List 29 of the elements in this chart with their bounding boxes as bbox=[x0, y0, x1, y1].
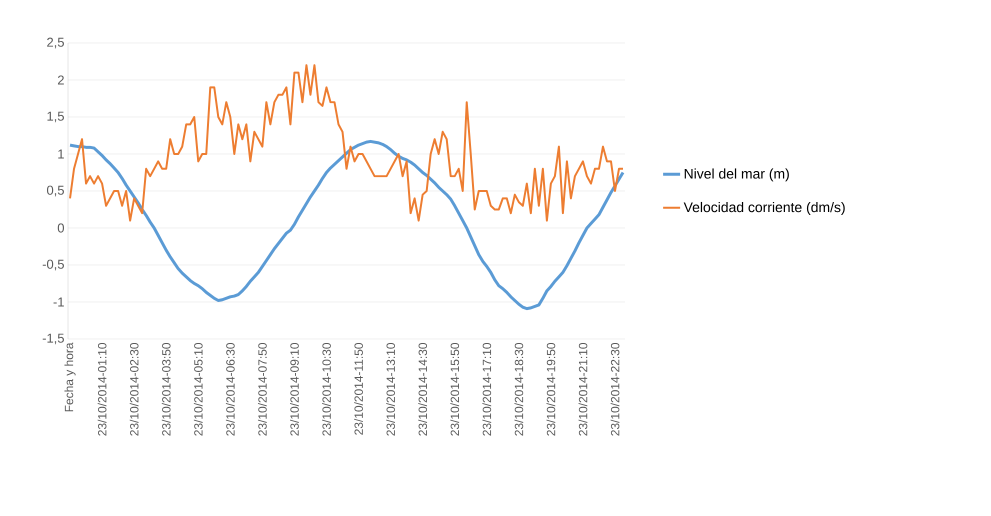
x-tick-label: 23/10/2014-09:10 bbox=[290, 342, 299, 436]
y-tick-label: 2 bbox=[58, 75, 64, 85]
y-tick-label: -0,5 bbox=[42, 260, 64, 270]
y-tick-label: 1,5 bbox=[47, 112, 64, 122]
x-tick-label: Fecha y hora bbox=[64, 342, 76, 412]
y-tick-label: 0 bbox=[58, 223, 64, 233]
legend-label: Velocidad corriente (dm/s) bbox=[684, 202, 845, 215]
x-tick-label: 23/10/2014-10:30 bbox=[322, 342, 331, 436]
x-tick-label: 23/10/2014-17:10 bbox=[482, 342, 492, 436]
y-tick-label: -1 bbox=[54, 298, 64, 306]
x-tick-label: 23/10/2014-19:50 bbox=[546, 342, 556, 436]
legend-label: Nivel del mar (m) bbox=[684, 168, 789, 182]
x-tick-label: 23/10/2014-01:10 bbox=[98, 342, 106, 436]
x-tick-label: 23/10/2014-13:10 bbox=[386, 342, 395, 436]
x-tick-label: 23/10/2014-15:50 bbox=[450, 342, 460, 436]
x-tick-label: 23/10/2014-22:30 bbox=[610, 342, 620, 436]
x-tick-label: 23/10/2014-07:50 bbox=[258, 342, 267, 436]
x-tick-label: 23/10/2014-06:30 bbox=[226, 342, 235, 436]
x-tick-label: 23/10/2014-11:50 bbox=[354, 342, 363, 435]
x-tick-label: 23/10/2014-18:30 bbox=[514, 342, 524, 436]
y-tick-label: 2,5 bbox=[47, 38, 64, 48]
x-tick-label: 23/10/2014-14:30 bbox=[418, 342, 428, 436]
y-tick-label: 1 bbox=[58, 150, 64, 158]
x-tick-label: 23/10/2014-03:50 bbox=[162, 342, 171, 436]
x-tick-label: 23/10/2014-21:10 bbox=[578, 342, 588, 436]
x-tick-label: 23/10/2014-02:30 bbox=[130, 342, 139, 436]
y-tick-label: -1,5 bbox=[42, 334, 64, 344]
y-tick-label: 0,5 bbox=[46, 186, 64, 196]
x-tick-label: 23/10/2014-05:10 bbox=[194, 342, 203, 436]
